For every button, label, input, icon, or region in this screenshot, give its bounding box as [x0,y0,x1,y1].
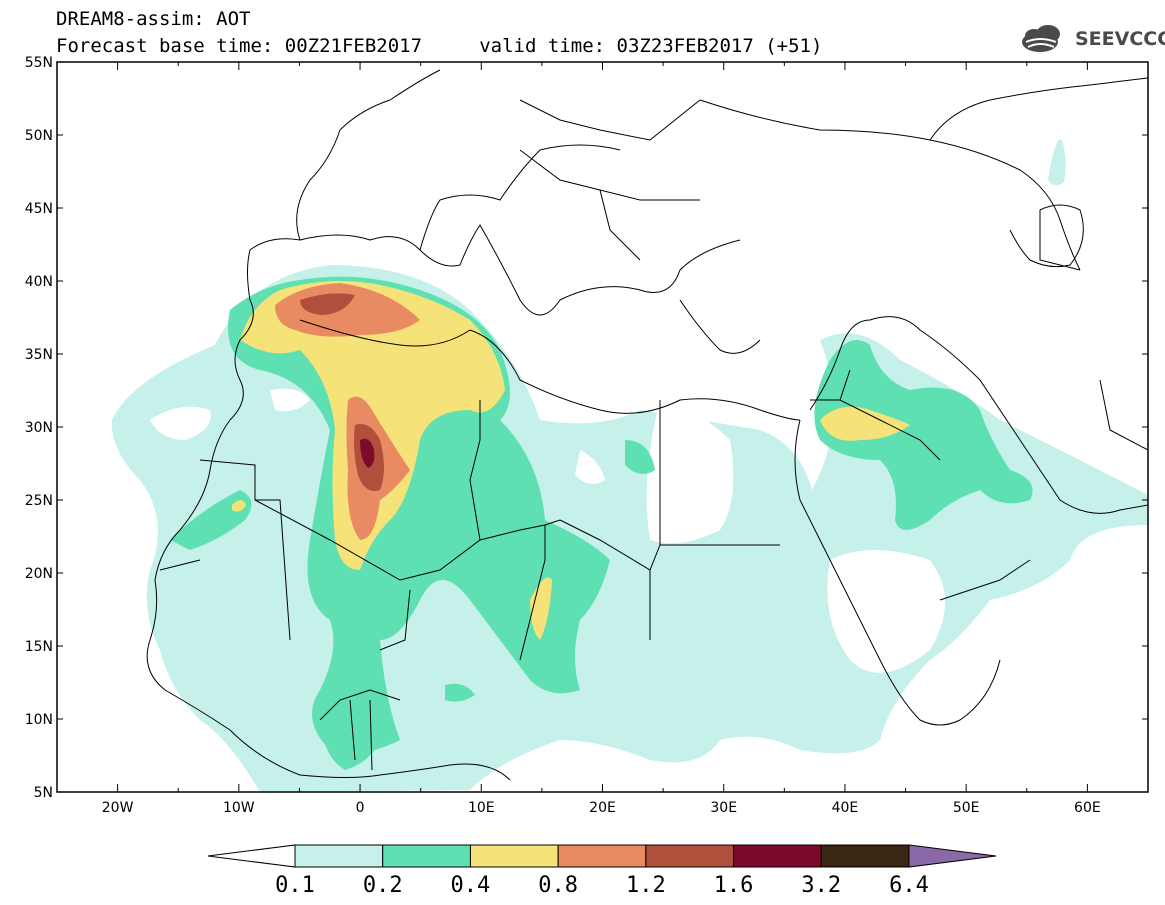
colorbar-label: 6.4 [889,873,929,898]
lat-tick-label: 25N [25,493,53,509]
colorbar-label: 0.2 [362,873,403,898]
longitude-axis: 20W 10W 0 10E 20E 30E 40E 50E 60E [102,62,1101,816]
lon-tick-label: 30E [710,800,737,816]
aot-colorbar [207,844,997,868]
colorbar-box [557,844,647,868]
map-title: DREAM8-assim: AOT [56,8,251,30]
lat-tick-label: 30N [25,420,53,436]
lat-tick-label: 45N [25,201,53,217]
lon-tick-label: 40E [832,800,859,816]
forecast-time-line: Forecast base time: 00Z21FEB2017 valid t… [56,35,823,57]
colorbar-label: 0.1 [275,873,315,898]
lat-tick-label: 40N [25,274,53,290]
colorbar-label: 1.6 [713,873,754,898]
colorbar-label: 0.4 [450,873,491,898]
colorbar-box [469,844,559,868]
cloud-logo-icon [1022,25,1060,52]
lon-tick-label: 10E [468,800,495,816]
lat-tick-label: 15N [25,639,53,655]
aot-field [111,139,1148,792]
aot-band-1.6 [360,438,375,468]
logo-text: SEEVCCC [1075,28,1165,50]
aot-band-0.2 [170,276,1033,770]
coastlines [146,69,1148,781]
borders [159,99,1148,771]
colorbar-box [820,844,910,868]
lon-tick-label: 0 [356,800,365,816]
lon-tick-label: 20W [102,800,134,816]
lat-tick-label: 20N [25,566,53,582]
colorbar-max-arrow [908,844,997,868]
lat-tick-label: 50N [25,128,53,144]
colorbar-label: 3.2 [801,873,842,898]
lat-tick-label: 55N [25,55,53,71]
lat-tick-label: 10N [25,712,53,728]
colorbar-box [294,844,384,868]
colorbar-box [733,844,822,868]
latitude-axis: 55N 50N 45N 40N 35N 30N 25N 20N 15N 10N 5N [25,55,1148,801]
colorbar-box [645,844,735,868]
lat-tick-label: 5N [34,785,53,801]
colorbar-label: 1.2 [625,873,666,898]
lon-tick-label: 60E [1074,800,1101,816]
colorbar-min-arrow [207,844,296,868]
colorbar-label: 0.8 [538,873,579,898]
colorbar-box [382,844,471,868]
lat-tick-label: 35N [25,347,53,363]
lon-tick-label: 50E [953,800,980,816]
lon-tick-label: 10W [223,800,255,816]
lon-tick-label: 20E [589,800,616,816]
